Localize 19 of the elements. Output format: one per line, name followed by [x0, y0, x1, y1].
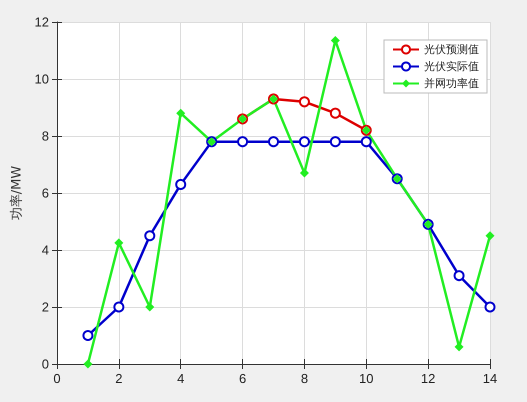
x-tick-label: 12	[420, 371, 436, 386]
x-tick-label: 10	[359, 371, 374, 386]
y-tick-label: 2	[42, 300, 49, 314]
y-tick-label: 10	[34, 72, 49, 86]
y-tick-label: 0	[42, 356, 49, 372]
y-tick-label: 8	[42, 128, 49, 144]
legend-label: 并网功率值	[424, 77, 479, 90]
y-tick-label: 6	[42, 186, 49, 200]
x-tick-label: 0	[53, 371, 61, 386]
y-tick-label: 12	[34, 14, 49, 30]
legend-label: 光伏预测值	[424, 43, 479, 56]
x-tick-label: 14	[482, 371, 498, 386]
x-tick-label: 4	[177, 371, 184, 386]
y-axis-title: 功率/MW	[8, 166, 25, 220]
y-tick-label: 4	[42, 242, 49, 258]
x-tick-label: 2	[115, 371, 122, 386]
x-tick-label: 8	[300, 371, 308, 386]
x-tick-label: 6	[238, 371, 246, 386]
legend-label: 光伏实际值	[424, 60, 479, 73]
